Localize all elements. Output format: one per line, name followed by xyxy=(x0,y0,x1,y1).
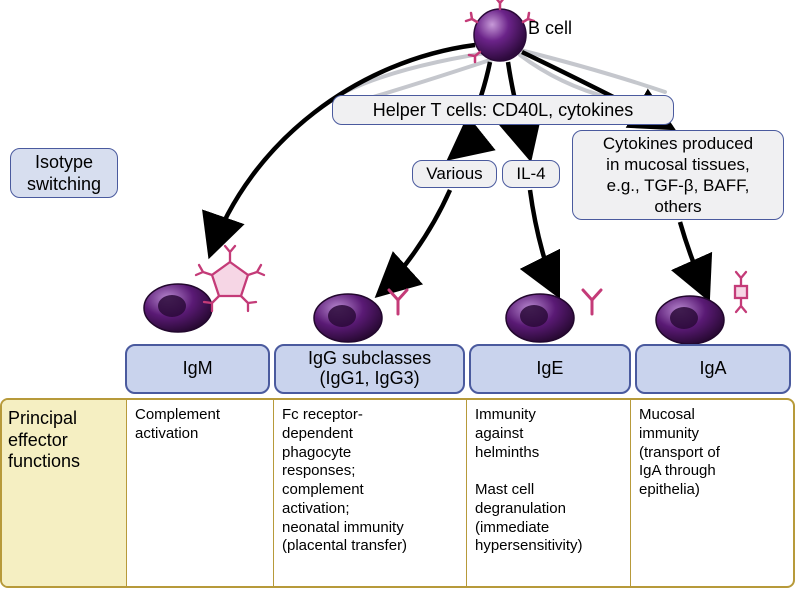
il4-label: IL-4 xyxy=(502,160,560,188)
isotype-cell: IgM xyxy=(125,344,270,394)
igm-pentamer xyxy=(196,246,264,311)
ige-cell xyxy=(506,294,574,342)
mucosal-cytokines-label: Cytokines produced in mucosal tissues, e… xyxy=(572,130,784,220)
various-label: Various xyxy=(412,160,497,188)
isotype-row: IgMIgG subclasses (IgG1, IgG3)IgEIgA xyxy=(125,344,795,394)
helper-t-label: Helper T cells: CD40L, cytokines xyxy=(332,95,674,125)
bcell-label: B cell xyxy=(528,18,572,39)
isotype-cell: IgG subclasses (IgG1, IgG3) xyxy=(274,344,465,394)
functions-label: Principal effector functions xyxy=(2,400,127,586)
igg-antibody xyxy=(389,290,407,314)
bcell-graphic xyxy=(466,0,534,62)
iga-dimer xyxy=(735,272,747,312)
iga-cell xyxy=(656,296,724,344)
function-cell: Immunity against helminths Mast cell deg… xyxy=(467,400,631,586)
isotype-switching-label: Isotype switching xyxy=(10,148,118,198)
igm-cell xyxy=(144,284,212,332)
function-cell: Complement activation xyxy=(127,400,274,586)
igg-cell xyxy=(314,294,382,342)
function-cell: Fc receptor- dependent phagocyte respons… xyxy=(274,400,467,586)
isotype-cell: IgE xyxy=(469,344,631,394)
functions-row: Principal effector functions Complement … xyxy=(0,398,795,588)
ige-antibody xyxy=(583,290,601,314)
isotype-cell: IgA xyxy=(635,344,791,394)
function-cell: Mucosal immunity (transport of IgA throu… xyxy=(631,400,789,586)
